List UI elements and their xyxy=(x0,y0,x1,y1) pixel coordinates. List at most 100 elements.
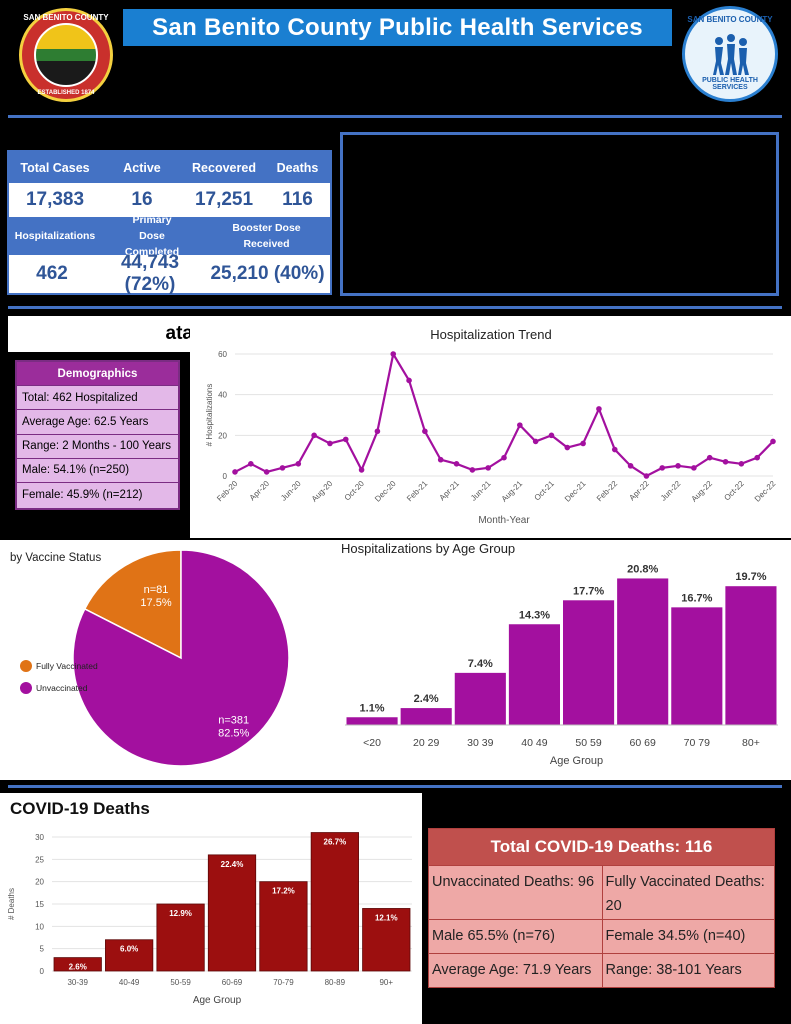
data-point xyxy=(232,469,238,475)
y-tick-label: 5 xyxy=(40,945,45,954)
y-tick-label: 30 xyxy=(35,833,44,842)
x-tick-label: Jun-20 xyxy=(279,479,303,503)
deaths-average-age: Average Age: 71.9 Years xyxy=(432,962,592,978)
x-tick-label: Apr-22 xyxy=(627,479,651,503)
x-tick-label: 50 59 xyxy=(575,737,601,749)
pie-slice-count: n=381 xyxy=(218,714,249,726)
deaths-bar xyxy=(259,881,308,972)
x-tick-label: 60-69 xyxy=(222,978,243,987)
data-point xyxy=(469,467,476,473)
pie-slice-count: n=81 xyxy=(144,584,169,596)
data-point xyxy=(532,438,539,445)
age-group-bar xyxy=(617,578,669,725)
stats-label-active: Active xyxy=(123,160,161,175)
x-axis-label: Age Group xyxy=(550,755,603,767)
data-point xyxy=(263,469,270,475)
demographics-row: Total: 462 Hospitalized xyxy=(17,386,178,411)
hospitalization-trend-panel: Hospitalization Trend 0 20 40 60 # Hospitaliz… xyxy=(190,316,791,538)
stats-value-active: 16 xyxy=(131,189,153,210)
deaths-bar xyxy=(310,832,359,972)
deaths-summary-row: Average Age: 71.9 Years Range: 38-101 Ye… xyxy=(429,953,774,987)
covid-deaths-bar-chart: COVID-19 Deaths 0 5 10 15 20 25 30 # Deaths 2.6% 3… xyxy=(7,799,412,1006)
data-point xyxy=(501,454,507,461)
data-point xyxy=(342,436,349,443)
stats-header-row-2: Hospitalizations Primary Dose Completed … xyxy=(9,214,330,258)
deaths-summary-title: Total COVID-19 Deaths: 116 xyxy=(429,829,774,865)
x-tick-label: 80+ xyxy=(742,737,760,749)
divider xyxy=(8,115,782,118)
x-tick-label: 20 29 xyxy=(413,737,439,749)
bar-data-label: 2.6% xyxy=(69,963,87,972)
deaths-bar xyxy=(156,903,205,972)
x-tick-label: 50-59 xyxy=(170,978,191,987)
legend-swatch xyxy=(20,660,32,672)
y-axis-label: # Deaths xyxy=(7,888,16,920)
public-health-logo-text: SAN BENITO COUNTY xyxy=(687,15,773,24)
bar-data-label: 17.7% xyxy=(573,585,604,597)
bar-data-label: 7.4% xyxy=(468,658,493,670)
data-point xyxy=(722,458,729,465)
public-health-logo: SAN BENITO COUNTY PUBLIC HEALTH SERVICES xyxy=(682,6,778,102)
data-point xyxy=(770,438,776,445)
bar-data-label: 12.1% xyxy=(375,913,398,922)
data-point xyxy=(691,465,697,471)
x-tick-label: Aug-22 xyxy=(690,479,715,504)
stats-header-row: Total Cases Active Recovered Deaths xyxy=(9,152,330,183)
deaths-bar xyxy=(53,957,102,972)
x-tick-label: Dec-21 xyxy=(563,479,588,504)
bar-data-label: 19.7% xyxy=(735,571,766,583)
pie-slice xyxy=(83,549,182,660)
demographics-row: Female: 45.9% (n=212) xyxy=(22,489,143,502)
deaths-age-range: Range: 38-101 Years xyxy=(601,954,775,987)
data-point xyxy=(643,473,650,479)
y-tick-label: 60 xyxy=(218,350,227,359)
data-point xyxy=(611,446,618,453)
data-point xyxy=(390,351,397,357)
page-title: San Benito County Public Health Services xyxy=(123,9,672,46)
y-tick-label: 25 xyxy=(35,855,44,864)
deaths-male: Male 65.5% (n=76) xyxy=(432,928,555,944)
y-tick-label: 20 xyxy=(218,431,227,440)
data-point xyxy=(437,456,444,463)
bar-data-label: 22.4% xyxy=(221,860,244,869)
y-tick-label: 0 xyxy=(223,472,228,481)
x-tick-label: Feb-21 xyxy=(405,479,430,504)
chart-title: Hospitalization Trend xyxy=(430,327,551,342)
blank-info-box xyxy=(340,132,779,296)
deaths-summary-row: Male 65.5% (n=76) Female 34.5% (n=40) xyxy=(429,919,774,953)
x-tick-label: 80-89 xyxy=(325,978,346,987)
stats-label-hospitalizations: Hospitalizations xyxy=(14,230,96,242)
county-seal-logo: SAN BENITO COUNTY ESTABLISHED 1874 xyxy=(19,8,113,102)
x-tick-label: Dec-20 xyxy=(373,479,398,504)
stats-value-row: 17,383 16 17,251 116 xyxy=(9,183,330,217)
age-group-bar xyxy=(508,624,560,725)
x-tick-label: Oct-21 xyxy=(533,479,557,503)
x-tick-label: Feb-22 xyxy=(595,479,620,504)
stats-value-recovered: 17,251 xyxy=(194,189,254,210)
y-tick-label: 0 xyxy=(40,967,45,976)
divider xyxy=(8,306,782,309)
vaccine-status-panel: by Vaccine Status n=81 17.5% n=381 82.5% Full… xyxy=(0,540,328,780)
x-axis-label: Age Group xyxy=(193,995,242,1006)
age-group-bar xyxy=(454,672,506,725)
data-point xyxy=(659,465,666,471)
stats-value-row-2: 462 44,743 (72%) 25,210 (40%) xyxy=(9,252,330,295)
chart-title: COVID-19 Deaths xyxy=(10,799,150,818)
data-point xyxy=(517,422,523,428)
x-tick-label: Apr-21 xyxy=(438,479,462,503)
deaths-female: Female 34.5% (n=40) xyxy=(601,920,775,953)
stats-value-total-cases: 17,383 xyxy=(25,189,85,210)
stats-label-booster-dose: Booster Dose Received xyxy=(232,222,301,250)
stats-label-primary-dose: Primary Dose Completed xyxy=(124,214,180,258)
stats-value-deaths: 116 xyxy=(282,189,313,210)
bar-data-label: 2.4% xyxy=(414,693,439,705)
x-tick-label: 90+ xyxy=(379,978,393,987)
bar-data-label: 6.0% xyxy=(120,945,138,954)
bar-data-label: 12.9% xyxy=(169,909,192,918)
deaths-fully-vaccinated: Fully Vaccinated Deaths: 20 xyxy=(601,866,775,919)
deaths-bar xyxy=(105,939,154,972)
covid-deaths-panel: COVID-19 Deaths 0 5 10 15 20 25 30 # Deaths 2.6% 3… xyxy=(0,793,422,1024)
x-tick-label: 70-79 xyxy=(273,978,294,987)
bar-data-label: 14.3% xyxy=(519,609,550,621)
seal-landscape-icon xyxy=(34,23,98,87)
